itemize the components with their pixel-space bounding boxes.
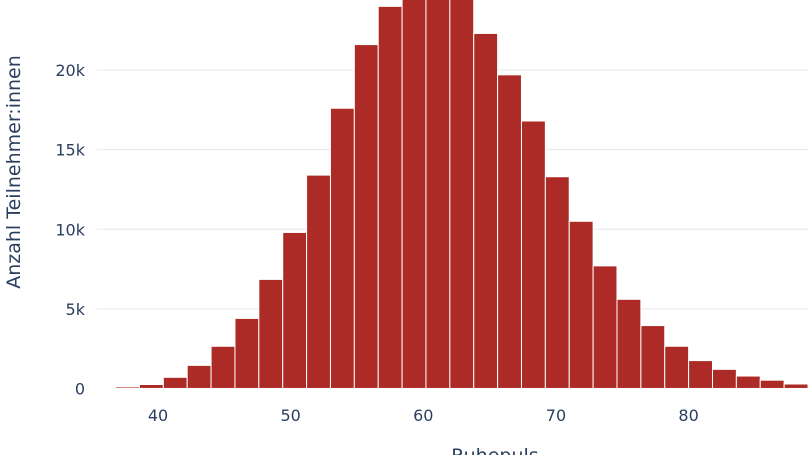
x-axis-title: Ruhepuls <box>451 445 538 455</box>
histogram-bar <box>568 220 594 389</box>
histogram-bar <box>162 376 188 389</box>
x-tick-label: 50 <box>280 406 300 425</box>
x-tick-label: 70 <box>546 406 566 425</box>
histogram-bar <box>592 265 618 389</box>
histogram-bar <box>473 32 499 389</box>
histogram-bar <box>186 364 212 389</box>
histogram-bar <box>711 368 737 389</box>
y-tick-label: 5k <box>66 300 86 319</box>
histogram-bar <box>520 120 546 389</box>
histogram-bar <box>640 325 666 389</box>
histogram-bar <box>688 360 713 389</box>
histogram-bar <box>616 298 642 389</box>
histogram-bar <box>377 5 403 389</box>
histogram-bar <box>234 317 260 389</box>
histogram-bar <box>544 176 570 389</box>
histogram-bar <box>783 383 808 389</box>
x-tick-label: 80 <box>678 406 698 425</box>
histogram-bar <box>497 74 522 389</box>
x-axis-ticks: 40 50 60 70 80 <box>148 406 699 425</box>
histogram-bar <box>353 44 379 389</box>
y-tick-label: 0 <box>75 379 85 398</box>
histogram-bar <box>115 386 140 389</box>
y-tick-label: 10k <box>55 220 85 239</box>
histogram-bar <box>401 0 427 389</box>
histogram-bar <box>282 231 308 389</box>
histogram-bar <box>258 278 284 389</box>
histogram-bar <box>425 0 451 389</box>
bars <box>115 0 808 389</box>
histogram-bar <box>759 379 785 389</box>
y-axis-ticks: 0 5k 10k 15k 20k <box>55 61 85 398</box>
histogram-bar <box>735 375 761 389</box>
histogram-bar <box>329 107 355 389</box>
histogram-bar <box>138 383 164 389</box>
histogram-bar <box>449 0 475 389</box>
histogram-bar <box>306 174 331 389</box>
histogram-bar <box>664 345 690 389</box>
histogram-bar <box>210 345 236 389</box>
x-tick-label: 40 <box>148 406 168 425</box>
y-tick-label: 15k <box>55 141 85 160</box>
x-tick-label: 60 <box>413 406 433 425</box>
y-axis-title: Anzahl Teilnehmer:innen <box>3 55 25 289</box>
y-tick-label: 20k <box>55 61 85 80</box>
